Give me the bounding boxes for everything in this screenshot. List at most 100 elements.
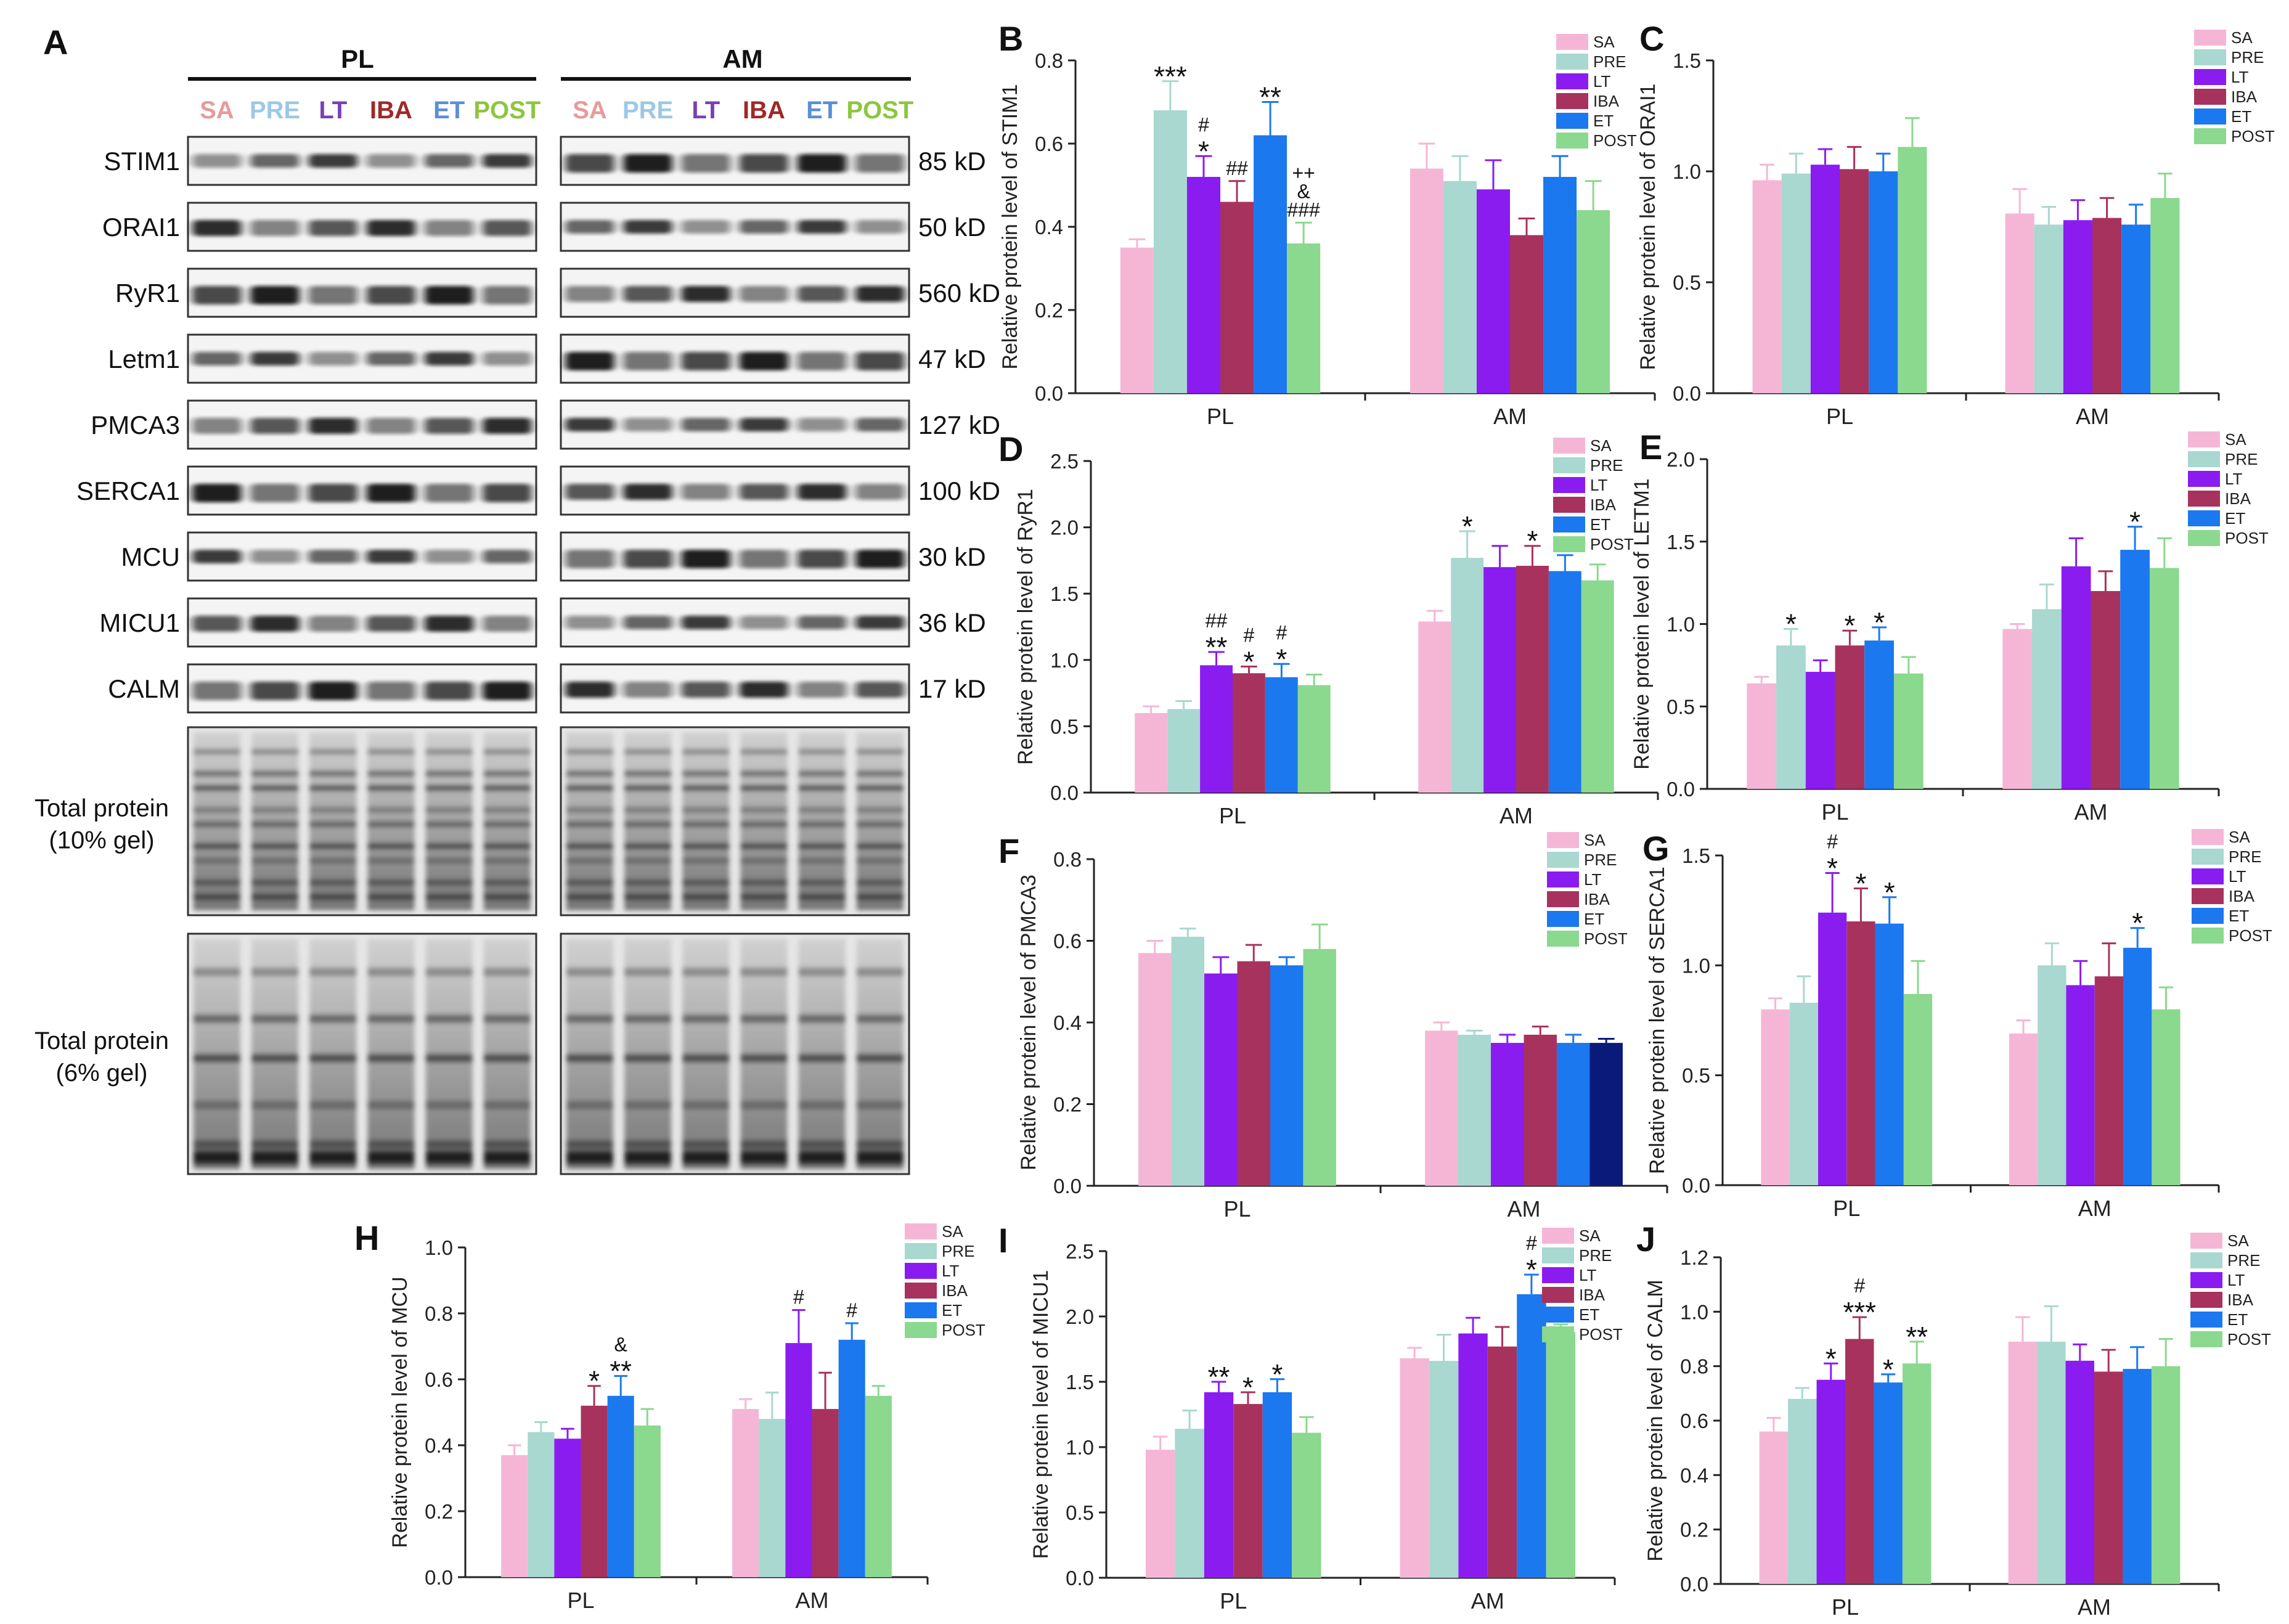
- gel-band: [566, 807, 613, 814]
- y-tick-label: 0.5: [1673, 271, 1701, 294]
- blot-strip-ryr1-am: [560, 267, 910, 318]
- significance-mark: *: [1271, 1358, 1283, 1390]
- gel-band: [483, 821, 531, 828]
- total-protein-gel-1: Total protein (10% gel): [35, 726, 910, 916]
- gel-band: [624, 770, 672, 777]
- x-tick-label-pl: PL: [1207, 404, 1234, 429]
- blot-row-serca1: SERCA1 100 kD: [76, 465, 1000, 516]
- band: [855, 220, 905, 234]
- gel-band: [798, 879, 846, 886]
- gel-band: [309, 843, 357, 849]
- gel-front-band: [483, 1151, 531, 1164]
- legend-label-sa: SA: [2227, 1231, 2249, 1250]
- gel-band: [624, 1140, 672, 1149]
- band: [482, 550, 532, 563]
- band: [192, 616, 242, 632]
- gel-band: [251, 807, 299, 814]
- bar-pl-iba: [1835, 645, 1865, 789]
- legend-swatch-lt: [2190, 1272, 2222, 1288]
- gel-band: [566, 1014, 613, 1023]
- band: [424, 286, 474, 304]
- y-tick-label: 0.2: [1053, 1093, 1082, 1116]
- bar-am-iba: [2094, 976, 2124, 1185]
- chart-calm: J 0.0 0.2 0.4 0.6 0.8 1.0 1.2 Relative protein l…: [1636, 1220, 2271, 1620]
- gel-band: [367, 1014, 415, 1023]
- bar-am-et: [2123, 1369, 2152, 1584]
- legend-label-lt: LT: [942, 1262, 960, 1280]
- band: [192, 286, 242, 304]
- bar-am-sa: [1400, 1358, 1429, 1578]
- gel-band: [624, 968, 672, 976]
- mw-label-ryr1: 560 kD: [918, 279, 1000, 308]
- x-tick-label-pl: PL: [1826, 404, 1853, 429]
- significance-mark: **: [1906, 1321, 1928, 1353]
- chart-micu1: I 0.0 0.5 1.0 1.5 2.0 2.5 Relative protein leve…: [998, 1221, 1623, 1614]
- blot-strip-serca1-pl: [187, 465, 537, 516]
- bar-pl-lt: [1200, 665, 1233, 793]
- blot-bands-ryr1-pl: [192, 286, 532, 304]
- gel-band: [798, 1054, 846, 1063]
- protein-label-orai1: ORAI1: [102, 213, 180, 242]
- gel-band: [425, 894, 473, 900]
- band: [366, 484, 416, 502]
- band: [482, 616, 532, 632]
- gel-band: [425, 843, 473, 849]
- gel-front-band: [624, 1151, 672, 1164]
- bar-pl-post: [1898, 147, 1927, 393]
- band: [424, 550, 474, 563]
- band: [308, 154, 358, 168]
- band: [623, 418, 673, 431]
- band: [366, 154, 416, 168]
- legend-swatch-et: [2194, 108, 2226, 124]
- gel-band: [483, 968, 531, 976]
- legend-label-post: POST: [2227, 1330, 2271, 1349]
- gel-band: [682, 1054, 730, 1063]
- y-tick-label: 0.6: [1053, 930, 1082, 953]
- panel-letter-J: J: [1636, 1220, 1655, 1259]
- gel-band: [740, 894, 788, 900]
- gel-band: [193, 1101, 240, 1109]
- gel-band: [483, 894, 531, 900]
- blot-bands-pmca3-pl: [192, 418, 532, 434]
- gel-band: [251, 894, 299, 900]
- chart-ryr1: D 0.0 0.5 1.0 1.5 2.0 2.5 Relative protein leve…: [998, 430, 1659, 828]
- gel-band: [856, 1014, 904, 1023]
- blot-bands-calm-pl: [192, 682, 532, 700]
- gel-band: [367, 968, 415, 976]
- gel-band: [367, 857, 415, 864]
- gel-front-band: [367, 1151, 415, 1164]
- y-axis-label: Relative protein level of CALM: [1644, 1279, 1667, 1561]
- band: [192, 682, 242, 700]
- gel-band: [624, 879, 672, 886]
- band: [424, 682, 474, 700]
- y-tick-label: 1.2: [1680, 1246, 1708, 1269]
- significance-mark: #: [1276, 621, 1287, 643]
- significance-mark: *: [1243, 646, 1254, 678]
- band: [855, 484, 905, 500]
- bar-am-pre: [759, 1419, 786, 1577]
- gel-band: [193, 968, 240, 976]
- band: [855, 616, 905, 629]
- legend-swatch-pre: [1556, 54, 1588, 70]
- legend-swatch-iba: [905, 1283, 937, 1299]
- gel-band: [682, 879, 730, 886]
- bar-am-lt: [2061, 566, 2091, 789]
- significance-mark: **: [1208, 1361, 1230, 1393]
- blot-strip-mcu-am: [560, 531, 910, 582]
- western-blot-panel: A PL AM SA PRE LT IBA ET POST SA PRE LT IBA ET POST…: [35, 23, 1000, 1175]
- tissue-label-pl: PL: [341, 44, 374, 73]
- significance-mark: ##: [1226, 157, 1248, 179]
- significance-mark: *: [589, 1365, 600, 1397]
- gel-band: [251, 1014, 299, 1023]
- mw-label-letm1: 47 kD: [918, 345, 986, 373]
- panel-letter-F: F: [998, 831, 1019, 870]
- bar-am-lt: [2063, 220, 2092, 393]
- band: [739, 286, 789, 302]
- gel-band: [624, 1101, 672, 1109]
- band: [681, 154, 731, 173]
- significance-mark: *: [1883, 1353, 1894, 1385]
- legend-swatch-post: [2188, 530, 2220, 546]
- bar-am-lt: [2066, 985, 2095, 1185]
- gel-band: [251, 1140, 299, 1149]
- gel-band: [798, 785, 846, 791]
